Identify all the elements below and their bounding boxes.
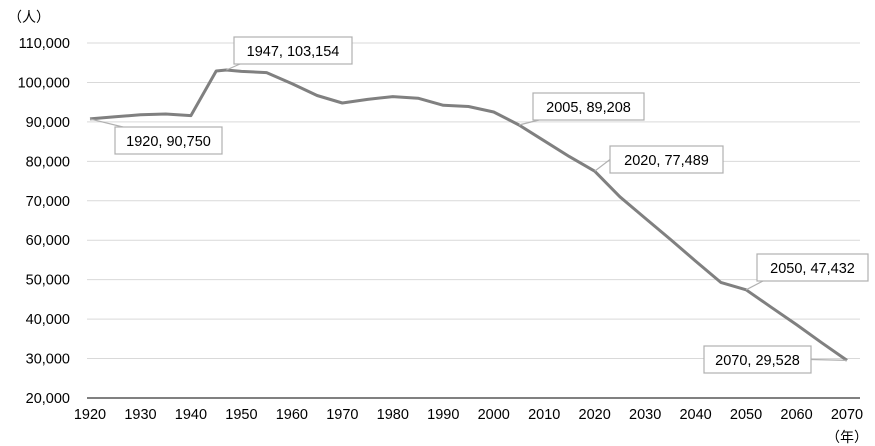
x-axis-unit: （年）: [826, 430, 868, 446]
x-tick-label: 2000: [478, 407, 510, 423]
x-tick-label: 2050: [730, 407, 762, 423]
x-tick-label: 1980: [377, 407, 409, 423]
callout-label: 2005, 89,208: [546, 100, 631, 116]
x-tick-label: 2010: [528, 407, 560, 423]
callout-leader: [810, 358, 848, 361]
callout-2020: 2020, 77,489: [594, 145, 724, 174]
callout-1947: 1947, 103,154: [226, 36, 353, 71]
callout-box: [756, 253, 869, 282]
x-tick-label: 2020: [579, 407, 611, 423]
callout-box: [532, 92, 645, 121]
x-tick-label: 1930: [124, 407, 156, 423]
gridlines: [87, 42, 860, 360]
callout-label: 2070, 29,528: [715, 353, 800, 369]
x-tick-label: 2060: [780, 407, 812, 423]
y-tick-label: 110,000: [19, 36, 70, 52]
tick-labels: 20,000 30,000 40,000 50,000 60,000 70,000 80,0…: [18, 36, 864, 423]
y-tick-label: 70,000: [26, 194, 70, 210]
x-tick-label: 1990: [427, 407, 459, 423]
callout-leader: [89, 118, 124, 128]
y-tick-label: 50,000: [26, 273, 70, 289]
y-tick-label: 40,000: [26, 312, 70, 328]
callout-leader: [594, 159, 611, 172]
series-layer: [89, 68, 848, 362]
population-series-line: [89, 68, 848, 362]
y-tick-label: 30,000: [26, 352, 70, 368]
y-tick-label: 90,000: [26, 115, 70, 131]
callout-layer: 1920, 90,750 1947, 103,154 2005, 89,208 202…: [89, 36, 869, 374]
callout-label: 2050, 47,432: [770, 261, 855, 277]
y-tick-label: 80,000: [26, 154, 70, 170]
y-tick-label: 100,000: [18, 75, 70, 91]
callout-label: 2020, 77,489: [624, 153, 709, 169]
x-tick-label: 1940: [175, 407, 207, 423]
callout-leader: [745, 280, 764, 291]
callout-label: 1947, 103,154: [247, 44, 340, 60]
x-tick-label: 1970: [326, 407, 358, 423]
callout-box: [114, 126, 223, 155]
callout-leader: [518, 119, 540, 126]
callout-label: 1920, 90,750: [126, 134, 211, 150]
x-tick-label: 1960: [276, 407, 308, 423]
x-tick-label: 1950: [225, 407, 257, 423]
callout-leader: [226, 63, 241, 71]
callout-2070: 2070, 29,528: [703, 345, 848, 374]
callout-2050: 2050, 47,432: [745, 253, 869, 291]
x-tick-label: 1920: [74, 407, 106, 423]
y-tick-label: 60,000: [26, 233, 70, 249]
x-tick-label: 2040: [679, 407, 711, 423]
callout-1920: 1920, 90,750: [89, 118, 223, 155]
callout-box: [703, 345, 812, 374]
callout-box: [609, 145, 724, 174]
callout-2005: 2005, 89,208: [518, 92, 645, 126]
y-axis-unit: （人）: [8, 10, 50, 26]
callout-box: [233, 36, 353, 65]
x-tick-label: 2030: [629, 407, 661, 423]
x-tick-label: 2070: [831, 407, 863, 423]
y-tick-label: 20,000: [26, 391, 70, 407]
